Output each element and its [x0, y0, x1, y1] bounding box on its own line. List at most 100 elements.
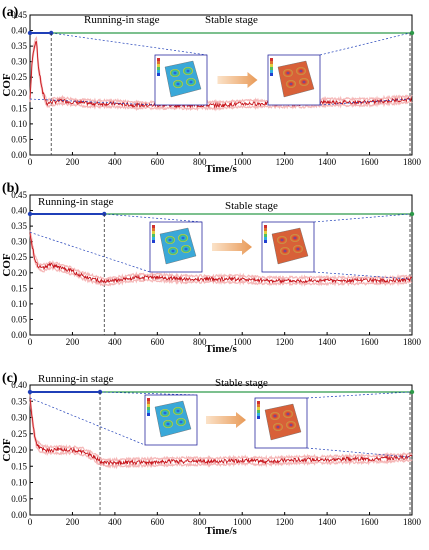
x-tick-label: 1200	[276, 517, 295, 527]
y-tick-label: 0.15	[11, 103, 27, 113]
plot-frame	[29, 194, 413, 336]
y-tick-label: 0.35	[11, 41, 27, 51]
inset-stable-topography	[254, 397, 308, 449]
y-tick-label: 0.00	[11, 150, 27, 160]
x-tick-label: 800	[193, 157, 207, 167]
inset-running-in-topography	[154, 54, 208, 106]
x-tick-label: 1600	[361, 337, 380, 347]
y-tick-label: 0.40	[11, 380, 27, 390]
zoom-guide-line	[51, 32, 208, 56]
x-tick-label: 800	[193, 517, 207, 527]
y-tick-label: 0.40	[11, 206, 27, 216]
x-tick-label: 0	[28, 517, 33, 527]
x-tick-label: 1000	[233, 517, 252, 527]
y-tick-label: 0.40	[11, 26, 27, 36]
x-tick-label: 1800	[403, 337, 422, 347]
panel-c: 0.00 0.05 0.10 0.15 0.20 0.25 0.30 0.35 0.40 0 200…	[1, 371, 422, 537]
cof-series-line	[29, 41, 413, 109]
y-tick-label: 0.10	[11, 119, 27, 129]
y-tick-label: 0.20	[11, 88, 27, 98]
x-tick-label: 800	[193, 337, 207, 347]
x-axis-title: Time/s	[205, 343, 237, 355]
y-tick-label: 0.00	[11, 330, 27, 340]
zoom-guide-line	[29, 98, 156, 106]
cof-noise-band	[29, 36, 413, 112]
y-tick-label: 0.30	[11, 57, 27, 67]
panel-label: (b)	[2, 181, 19, 196]
y-tick-label: 0.20	[11, 268, 27, 278]
stage-marker	[27, 211, 33, 217]
panel-a: 0.00 0.05 0.10 0.15 0.20 0.25 0.30 0.35 0.40 0.45…	[1, 5, 422, 175]
inset-running-in-topography	[144, 394, 198, 446]
x-tick-label: 600	[151, 157, 165, 167]
y-tick-label: 0.25	[11, 72, 27, 82]
y-tick-label: 0.35	[11, 396, 27, 406]
x-tick-label: 200	[66, 157, 80, 167]
x-tick-label: 400	[108, 337, 122, 347]
inset-stable-topography	[261, 221, 315, 273]
zoom-guide-line	[104, 213, 203, 223]
inset-stable-topography	[267, 54, 321, 106]
zoom-guide-line	[29, 397, 146, 446]
x-tick-label: 1400	[318, 517, 337, 527]
y-tick-label: 0.20	[11, 445, 27, 455]
y-tick-label: 0.10	[11, 478, 27, 488]
x-tick-label: 0	[28, 337, 33, 347]
panel-label: (a)	[2, 5, 19, 20]
y-tick-label: 0.30	[11, 237, 27, 247]
y-tick-label: 0.35	[11, 221, 27, 231]
y-tick-label: 0.25	[11, 252, 27, 262]
stage-marker	[27, 389, 33, 395]
y-axis-title: COF	[1, 253, 13, 277]
x-tick-label: 1200	[276, 337, 295, 347]
x-tick-label: 0	[28, 157, 33, 167]
stage-marker	[409, 30, 415, 36]
x-tick-label: 600	[151, 517, 165, 527]
cof-series-line	[29, 398, 413, 466]
x-tick-label: 200	[66, 337, 80, 347]
inset-running-in-topography	[149, 221, 203, 273]
stage-marker	[27, 30, 33, 36]
stage-marker	[409, 211, 415, 217]
running-in-stage-label: Running-in stage	[84, 14, 160, 26]
y-tick-label: 0.05	[11, 134, 27, 144]
zoom-guide-line	[306, 447, 411, 458]
x-tick-label: 1600	[361, 517, 380, 527]
stable-stage-label: Stable stage	[225, 200, 278, 212]
x-tick-label: 1600	[361, 157, 380, 167]
zoom-guide-line	[29, 232, 151, 273]
x-tick-label: 400	[108, 517, 122, 527]
x-tick-label: 600	[151, 337, 165, 347]
y-tick-label: 0.00	[11, 510, 27, 520]
stable-stage-label: Stable stage	[205, 14, 258, 26]
y-axis-title: COF	[1, 73, 13, 97]
y-axis-title: COF	[1, 438, 13, 462]
y-tick-label: 0.05	[11, 314, 27, 324]
x-tick-label: 1800	[403, 517, 422, 527]
zoom-guide-line	[319, 98, 411, 106]
x-tick-label: 1400	[318, 157, 337, 167]
zoom-guide-line	[313, 213, 411, 223]
x-tick-label: 1800	[403, 157, 422, 167]
stage-marker	[409, 389, 415, 395]
x-tick-label: 1200	[276, 157, 295, 167]
transition-arrow	[206, 412, 246, 428]
x-tick-label: 400	[108, 157, 122, 167]
x-axis-title: Time/s	[205, 525, 237, 537]
panel-label: (c)	[2, 371, 18, 386]
y-tick-label: 0.15	[11, 283, 27, 293]
y-tick-label: 0.30	[11, 413, 27, 423]
y-tick-label: 0.10	[11, 299, 27, 309]
x-tick-label: 200	[66, 517, 80, 527]
cof-series-line	[29, 232, 413, 285]
zoom-guide-line	[100, 391, 198, 396]
zoom-guide-line	[306, 391, 411, 399]
zoom-guide-line	[319, 32, 411, 56]
y-tick-label: 0.25	[11, 429, 27, 439]
cof-noise-band	[29, 394, 413, 470]
stable-stage-label: Stable stage	[215, 377, 268, 389]
x-axis-title: Time/s	[205, 163, 237, 175]
transition-arrow	[212, 239, 252, 255]
y-tick-label: 0.05	[11, 494, 27, 504]
